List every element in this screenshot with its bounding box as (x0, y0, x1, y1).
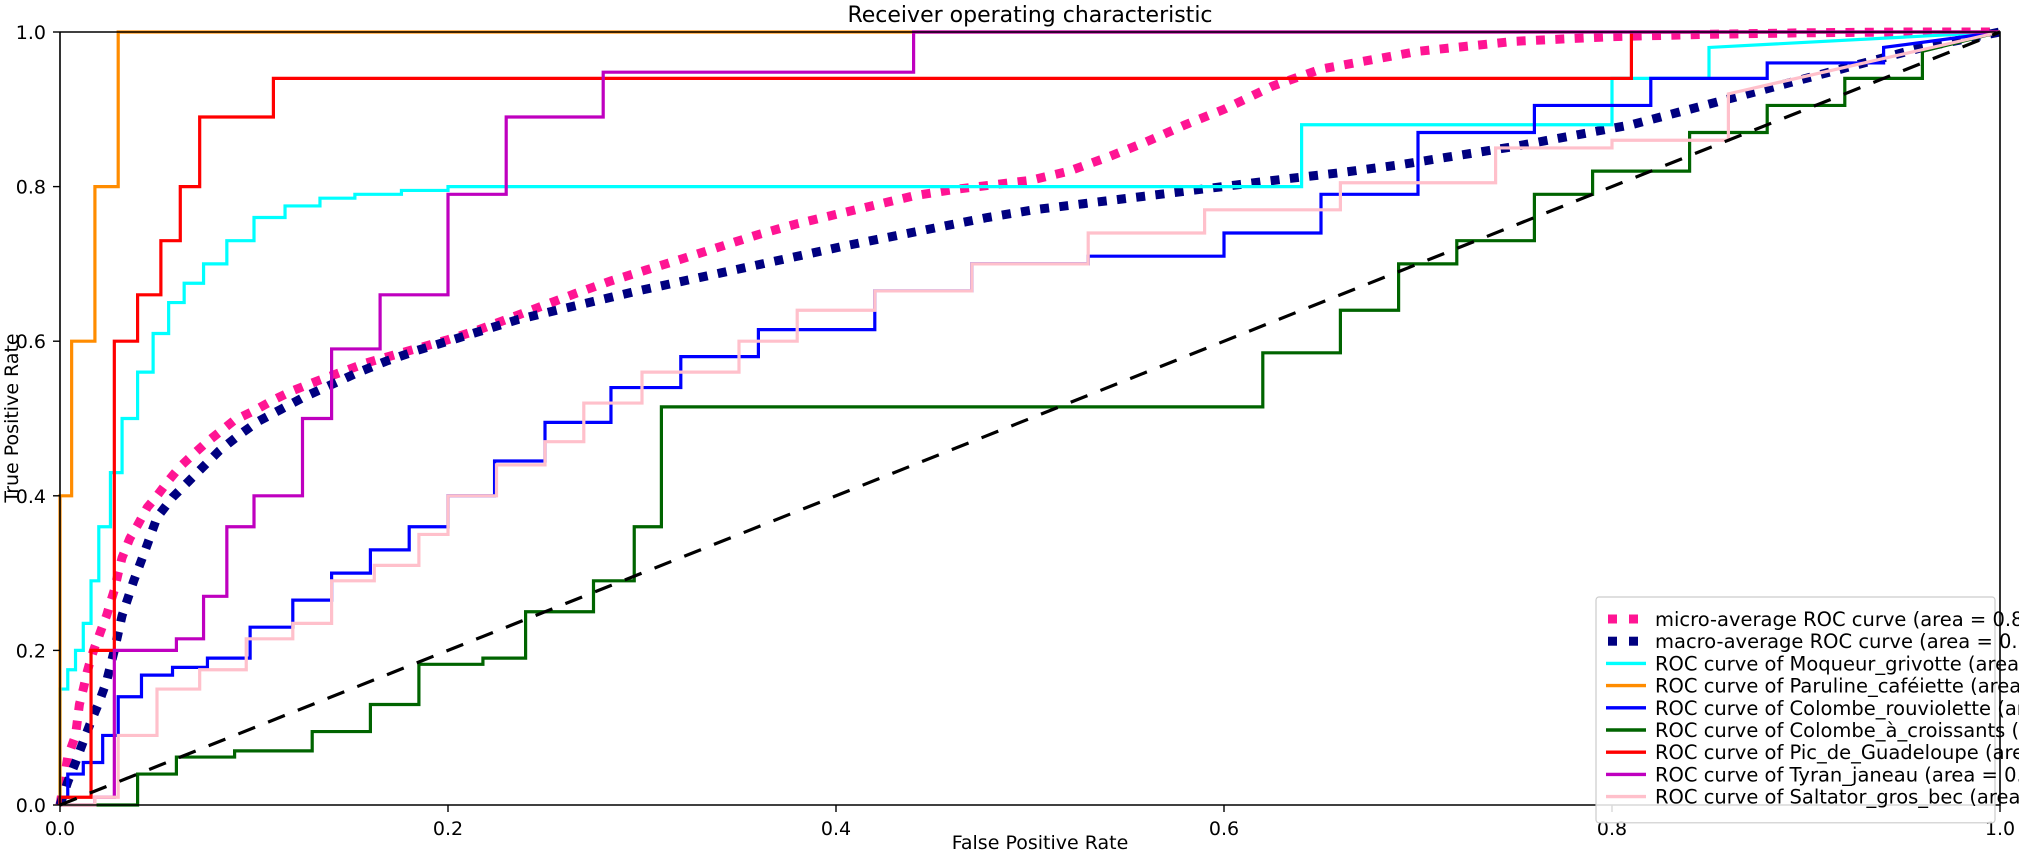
chart-legend[interactable]: micro-average ROC curve (area = 0.82)mac… (1595, 596, 2019, 824)
legend-label: ROC curve of Saltator_gros_bec (area = 0… (1655, 786, 2019, 809)
legend-label: ROC curve of Paruline_caféiette (area = … (1655, 675, 2019, 698)
roc-curve-Pic_de_Guadeloupe (58, 30, 2000, 805)
roc-curve-Saltator_gros_bec (60, 30, 2001, 807)
legend-label: ROC curve of Moqueur_grivotte (area = 0.… (1655, 652, 2019, 675)
legend-background (1595, 596, 1996, 824)
legend-item[interactable]: ROC curve of Tyran_janeau (area = 0.85) (1606, 763, 2019, 786)
legend-item[interactable]: micro-average ROC curve (area = 0.82) (1608, 608, 2019, 631)
legend-label: macro-average ROC curve (area = 0.79) (1655, 630, 2019, 653)
y-tick-label: 0.4 (16, 486, 46, 508)
legend-item[interactable]: ROC curve of Saltator_gros_bec (area = 0… (1606, 786, 2019, 809)
legend-item[interactable]: ROC curve of Pic_de_Guadeloupe (area = 0… (1606, 741, 2019, 764)
y-tick-label: 0.8 (16, 177, 46, 199)
legend-item[interactable]: macro-average ROC curve (area = 0.79) (1608, 630, 2019, 653)
x-tick-label: 0.8 (1597, 818, 1627, 840)
legend-item[interactable]: ROC curve of Moqueur_grivotte (area = 0.… (1606, 652, 2019, 675)
x-tick-label: 1.0 (1985, 818, 2015, 840)
legend-label: ROC curve of Pic_de_Guadeloupe (area = 0… (1655, 741, 2019, 764)
roc-curve-Colombe_à_croissants (60, 30, 2001, 807)
y-tick-label: 1.0 (16, 22, 46, 44)
roc-curve-macro-average-roc-curve-area- (55, 27, 2001, 807)
x-axis-label: False Positive Rate (952, 832, 1129, 854)
roc-curve-Paruline_caféiette (58, 30, 2000, 805)
y-tick-label: 0.0 (16, 795, 46, 817)
y-tick-label: 0.2 (16, 640, 46, 662)
page-title: Receiver operating characteristic (847, 3, 1212, 28)
roc-curve-chance-diagonal (59, 30, 2001, 807)
legend-swatch-dot (1629, 636, 1638, 646)
x-tick-label: 0.0 (45, 818, 75, 840)
y-axis-label: True Positive Rate (1, 333, 23, 503)
roc-curve-Moqueur_grivotte (58, 30, 2001, 805)
legend-swatch-dot (1608, 614, 1617, 624)
legend-label: ROC curve of Colombe_à_croissants (area … (1655, 719, 2019, 742)
legend-label: ROC curve of Tyran_janeau (area = 0.85) (1655, 763, 2019, 786)
x-tick-label: 0.4 (821, 818, 851, 840)
legend-item[interactable]: ROC curve of Colombe_à_croissants (area … (1606, 719, 2019, 742)
legend-item[interactable]: ROC curve of Paruline_caféiette (area = … (1606, 675, 2019, 698)
legend-label: micro-average ROC curve (area = 0.82) (1655, 608, 2019, 631)
x-tick-label: 0.2 (433, 818, 463, 840)
legend-swatch-dot (1629, 614, 1638, 624)
legend-item[interactable]: ROC curve of Colombe_rouviolette (area =… (1606, 697, 2019, 720)
x-tick-label: 0.6 (1209, 818, 1239, 840)
axes-group: 0.0 0.2 0.4 0.6 0.8 1.0 0.0 0.2 0.4 0.6 0.8 1.0 (16, 22, 2015, 840)
y-tick-label: 0.6 (16, 331, 46, 353)
legend-label: ROC curve of Colombe_rouviolette (area =… (1655, 697, 2019, 720)
roc-curve-Colombe_rouviolette (58, 30, 2001, 805)
roc-curve-Tyran_janeau (60, 30, 2000, 807)
roc-curves-group (55, 27, 2001, 807)
legend-swatch-dot (1608, 636, 1617, 646)
